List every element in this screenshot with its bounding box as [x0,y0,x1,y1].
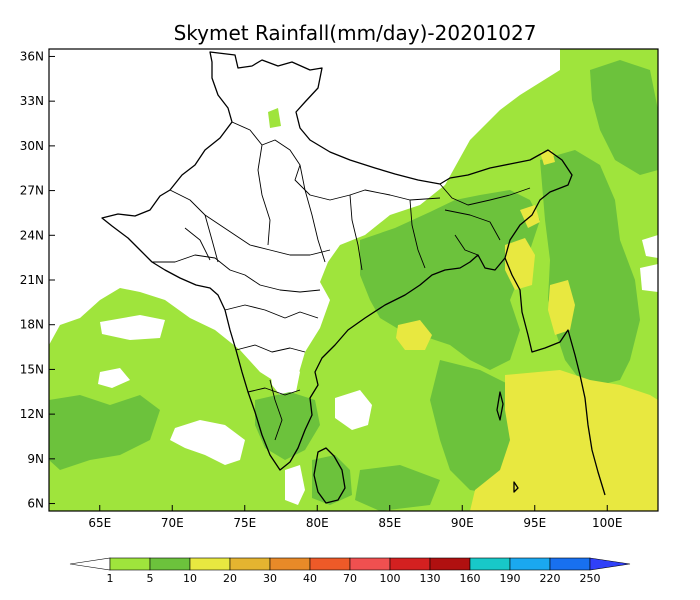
longitude-tick-label: 70E [161,516,184,530]
colorbar-swatch [389,557,431,571]
colorbar-swatch [509,557,551,571]
no-rain-arabian-sea-2 [98,368,130,388]
colorbar-label: 10 [183,572,197,585]
andaman-islands [496,391,519,493]
rain-yellow-ne-2 [540,150,555,165]
latitude-tick-label: 33N [20,94,44,108]
colorbar-right-arrow [589,557,631,571]
colorbar-swatch [429,557,471,571]
colorbar-swatch [549,557,591,571]
no-rain-arabian-sea-1 [100,315,165,340]
latitude-tick-label: 24N [20,228,44,242]
colorbar-label: 1 [107,572,114,585]
colorbar-swatch [109,557,151,571]
longitude-tick-label: 85E [378,516,401,530]
rain-yellow-andaman [470,370,658,511]
latitude-tick-label: 21N [20,273,44,287]
no-rain-srilanka-south [285,465,305,505]
sri-lanka-outline [313,447,346,504]
rain-yellow-myanmar [548,280,575,335]
longitude-tick-label: 95E [523,516,546,530]
colorbar-label: 40 [303,572,317,585]
colorbar-swatch [189,557,231,571]
latitude-tick-label: 36N [20,49,44,63]
latitude-tick-label: 18N [20,318,44,332]
colorbar-label: 20 [223,572,237,585]
colorbar-label: 160 [460,572,481,585]
rainfall-field [49,49,658,511]
latitude-tick-label: 12N [20,407,44,421]
colorbar-label: 130 [420,572,441,585]
colorbar-label: 220 [540,572,561,585]
colorbar-swatch [269,557,311,571]
colorbar-swatch [309,557,351,571]
no-rain-peninsula [270,360,300,395]
no-rain-arabian-sea-3 [170,420,245,465]
colorbar-left-arrow [69,557,111,571]
longitude-tick-label: 100E [592,516,623,530]
colorbar-label: 5 [147,572,154,585]
map-title: Skymet Rainfall(mm/day)-20201027 [174,21,537,45]
rain-yellow-north-hill [268,108,281,128]
colorbar-swatch [349,557,391,571]
no-rain-northwest [49,49,560,386]
no-rain-bay-1 [335,390,372,430]
rain-mid-green-south-sea [355,465,440,511]
longitude-tick-label: 65E [88,516,111,530]
longitude-tick-label: 90E [451,516,474,530]
latitude-tick-label: 6N [27,497,44,511]
latitude-tick-label: 27N [20,184,44,198]
colorbar-label: 70 [343,572,357,585]
rain-yellow-bay-north [396,320,432,350]
latitude-tick-label: 15N [20,362,44,376]
colorbar-swatch [229,557,271,571]
myanmar-coast [504,257,606,496]
latitude-tick-label: 30N [20,139,44,153]
colorbar-label: 190 [500,572,521,585]
colorbar-label: 250 [580,572,601,585]
boundaries [101,51,606,504]
colorbar-label: 100 [380,572,401,585]
longitude-tick-label: 80E [306,516,329,530]
rain-mid-green-arabian [49,395,160,470]
longitude-axis: 65E 70E 75E 80E 85E 90E 95E 100E [88,505,623,530]
colorbar-swatch [469,557,511,571]
colorbar-label: 30 [263,572,277,585]
latitude-tick-label: 9N [27,452,44,466]
rain-mid-green-ne-china [590,60,658,175]
colorbar-swatch [149,557,191,571]
rain-mid-green-tn [255,392,320,460]
state-boundaries [152,121,531,441]
longitude-tick-label: 75E [233,516,256,530]
colorbar: 1 5 10 20 30 40 70 100 130 160 190 220 250 [69,557,631,585]
india-outline [101,51,573,471]
no-rain-east-edge [640,235,658,292]
latitude-axis: 36N 33N 30N 27N 24N 21N 18N 15N 12N 9N 6N [20,49,55,511]
